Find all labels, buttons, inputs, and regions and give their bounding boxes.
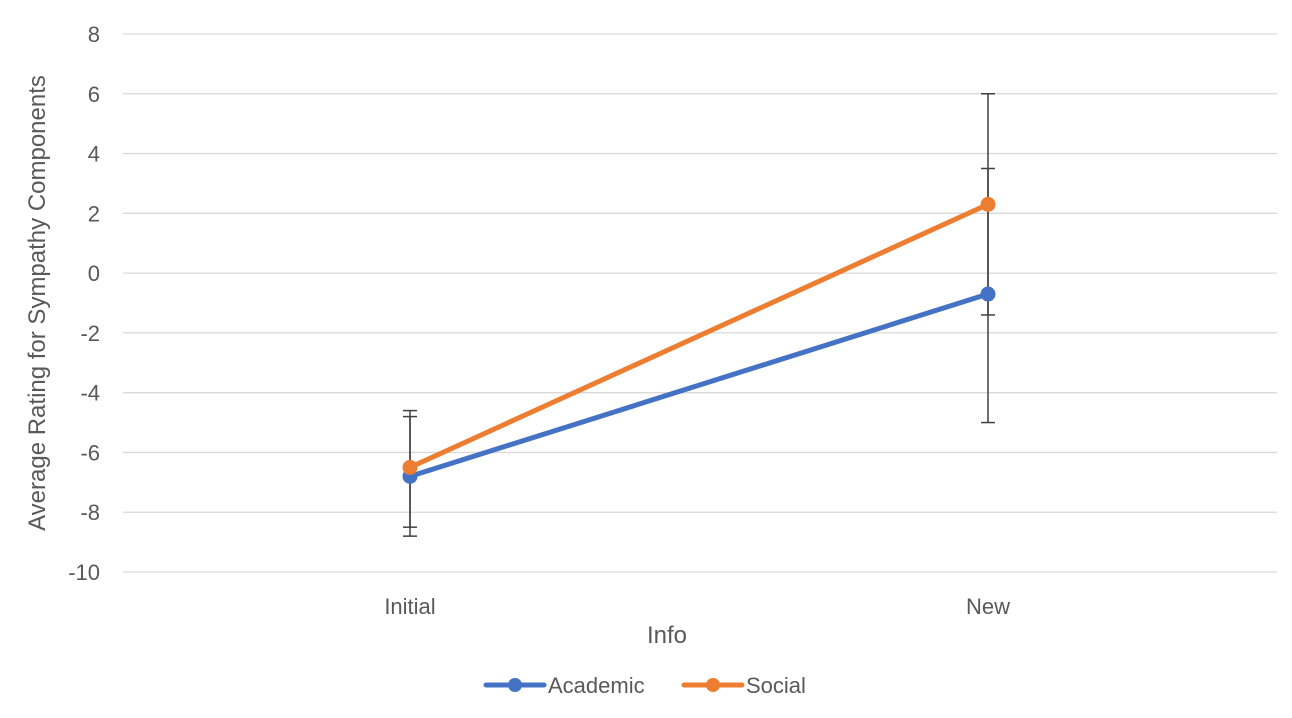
y-tick-label: -2 (80, 321, 100, 346)
data-points (402, 196, 996, 484)
legend-swatch-marker (508, 678, 522, 692)
y-tick-label: -10 (68, 560, 100, 585)
gridlines (123, 33, 1277, 573)
y-tick-label: 6 (88, 82, 100, 107)
legend-label: Academic (548, 673, 645, 698)
y-tick-label: 4 (88, 142, 100, 167)
y-tick-label: -8 (80, 500, 100, 525)
x-tick-label: New (966, 594, 1010, 619)
y-tick-label: -4 (80, 381, 100, 406)
error-bars (403, 93, 995, 537)
y-tick-label: 0 (88, 261, 100, 286)
y-tick-label: -6 (80, 440, 100, 465)
x-tick-label: Initial (384, 594, 435, 619)
series-lines (407, 201, 991, 479)
legend-label: Social (746, 673, 806, 698)
legend: Academic Social (483, 673, 806, 698)
data-point-social (980, 196, 996, 212)
y-tick-label: 8 (88, 22, 100, 47)
y-axis-title: Average Rating for Sympathy Components (24, 75, 51, 531)
legend-item-academic: Academic (483, 673, 645, 698)
y-tick-label: 2 (88, 201, 100, 226)
x-tick-labels: Initial New (384, 594, 1010, 619)
data-point-social (402, 459, 418, 475)
x-axis-title: Info (647, 622, 687, 649)
data-point-academic (980, 286, 996, 302)
legend-swatch-marker (706, 678, 720, 692)
y-tick-labels: 8 6 4 2 0 -2 -4 -6 -8 -10 (68, 22, 100, 585)
series-line-academic (407, 291, 991, 479)
series-line-social (407, 201, 991, 470)
legend-item-social: Social (681, 673, 806, 698)
